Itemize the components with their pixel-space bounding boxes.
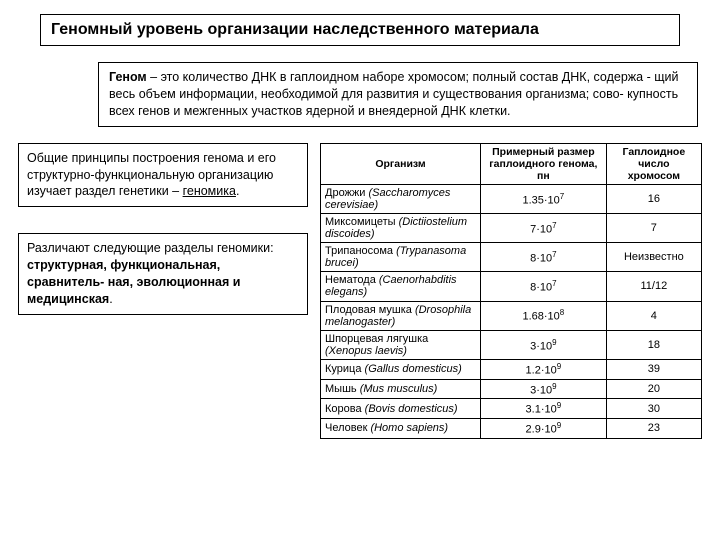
genomics-emph: геномика [183,184,236,198]
table-row: Мышь (Mus musculus)3·10920 [321,379,702,399]
sections-prefix: Различают следующие разделы геномики: [27,241,274,255]
cell-chrom: Неизвестно [606,243,701,272]
cell-organism: Дрожжи (Saccharomyces cerevisiae) [321,184,481,213]
cell-chrom: 18 [606,330,701,359]
cell-chrom: 23 [606,418,701,438]
cell-organism: Шпорцевая лягушка (Xenopus laevis) [321,330,481,359]
table-row: Человек (Homo sapiens)2.9·10923 [321,418,702,438]
table-row: Нематода (Caenorhabditis elegans)8·10711… [321,272,702,301]
col-chrom: Гаплоидное число хромосом [606,143,701,184]
cell-size: 1.35·107 [481,184,607,213]
cell-organism: Мышь (Mus musculus) [321,379,481,399]
cell-chrom: 16 [606,184,701,213]
definition-text: – это количество ДНК в гаплоидном наборе… [109,70,678,118]
col-size: Примерный размер гаплоидного генома, пн [481,143,607,184]
sections-suffix: . [109,292,112,306]
cell-organism: Человек (Homo sapiens) [321,418,481,438]
cell-size: 2.9·109 [481,418,607,438]
lower-region: Общие принципы построения генома и его с… [18,143,702,439]
cell-size: 3·109 [481,379,607,399]
cell-organism: Миксомицеты (Dictiiostelium discoides) [321,214,481,243]
cell-size: 1.68·108 [481,301,607,330]
cell-size: 3.1·109 [481,399,607,419]
genome-table: Организм Примерный размер гаплоидного ге… [320,143,702,439]
cell-organism: Курица (Gallus domesticus) [321,359,481,379]
definition-box: Геном – это количество ДНК в гаплоидном … [98,62,698,127]
left-column: Общие принципы построения генома и его с… [18,143,308,341]
table-row: Миксомицеты (Dictiiostelium discoides)7·… [321,214,702,243]
cell-organism: Трипаносома (Trypanasoma brucei) [321,243,481,272]
table-row: Дрожжи (Saccharomyces cerevisiae)1.35·10… [321,184,702,213]
table-row: Трипаносома (Trypanasoma brucei)8·107Неи… [321,243,702,272]
sections-emph: структурная, функциональная, сравнитель-… [27,258,240,306]
table-row: Шпорцевая лягушка (Xenopus laevis)3·1091… [321,330,702,359]
cell-chrom: 30 [606,399,701,419]
table-row: Корова (Bovis domesticus)3.1·10930 [321,399,702,419]
cell-chrom: 20 [606,379,701,399]
cell-organism: Плодовая мушка (Drosophila melanogaster) [321,301,481,330]
cell-chrom: 39 [606,359,701,379]
cell-chrom: 7 [606,214,701,243]
page-title: Геномный уровень организации наследствен… [51,21,669,39]
genomics-suffix: . [236,184,239,198]
cell-organism: Нематода (Caenorhabditis elegans) [321,272,481,301]
table-row: Курица (Gallus domesticus)1.2·10939 [321,359,702,379]
table-header-row: Организм Примерный размер гаплоидного ге… [321,143,702,184]
cell-size: 8·107 [481,243,607,272]
definition-term: Геном [109,70,147,84]
col-organism: Организм [321,143,481,184]
cell-chrom: 11/12 [606,272,701,301]
cell-size: 3·109 [481,330,607,359]
table-row: Плодовая мушка (Drosophila melanogaster)… [321,301,702,330]
cell-organism: Корова (Bovis domesticus) [321,399,481,419]
title-box: Геномный уровень организации наследствен… [40,14,680,46]
sections-box: Различают следующие разделы геномики: ст… [18,233,308,315]
cell-chrom: 4 [606,301,701,330]
cell-size: 7·107 [481,214,607,243]
right-column: Организм Примерный размер гаплоидного ге… [320,143,702,439]
genomics-box: Общие принципы построения генома и его с… [18,143,308,208]
cell-size: 8·107 [481,272,607,301]
cell-size: 1.2·109 [481,359,607,379]
